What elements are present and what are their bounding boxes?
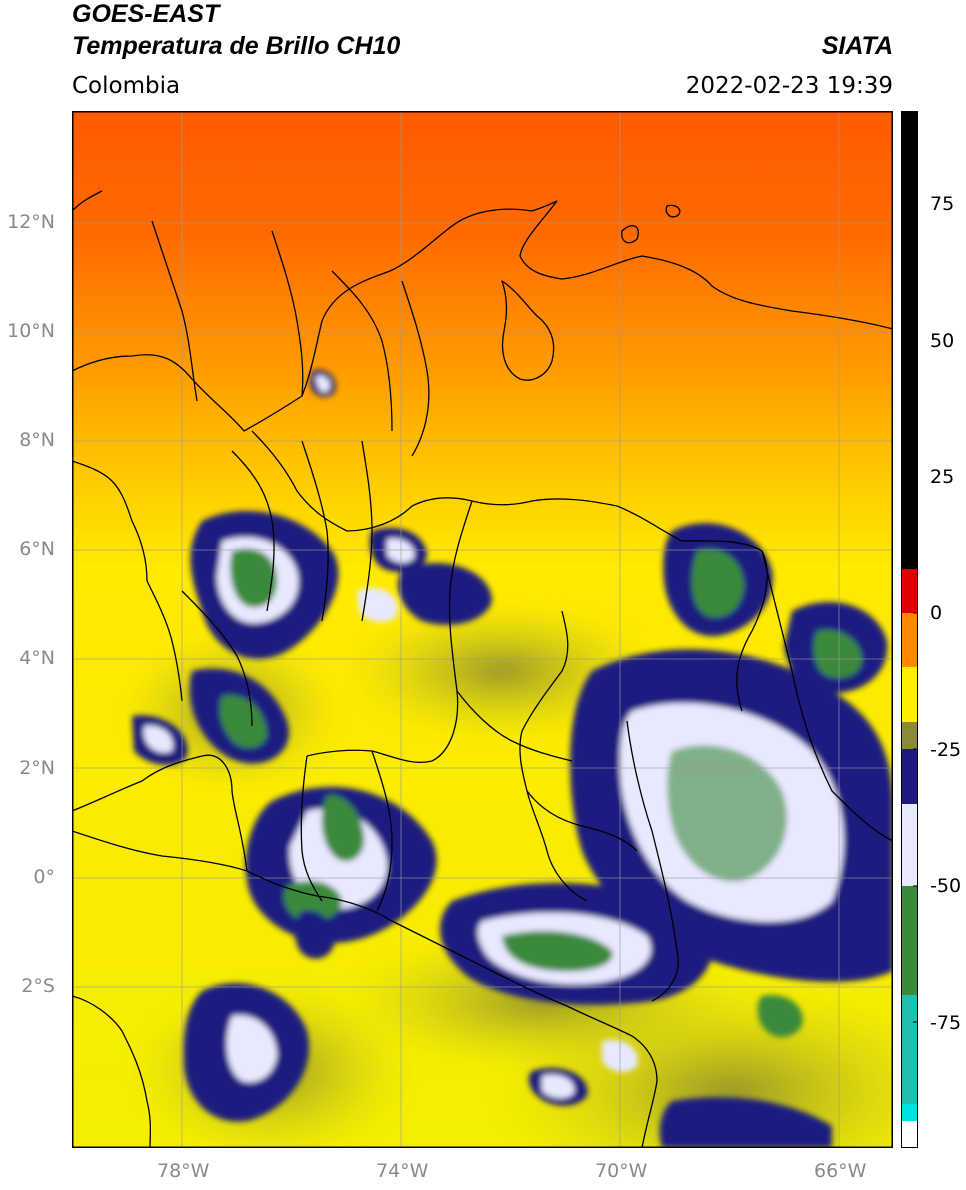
- map-frame: [72, 111, 893, 1148]
- colorbar-tick-50: 50: [930, 330, 955, 352]
- convective-clouds: [132, 369, 893, 1148]
- lat-label-0: 0°: [33, 866, 55, 888]
- colorbar-black-segment: [901, 111, 918, 569]
- colorbar: [901, 111, 918, 1148]
- colorbar-green-segment: [901, 886, 918, 995]
- colorbar-olive-segment: [901, 722, 918, 749]
- colorbar-navy-segment: [901, 749, 918, 804]
- colorbar-white-segment: [901, 804, 918, 886]
- colorbar-yellow-segment: [901, 667, 918, 722]
- colorbar-tick-minus75: -75: [930, 1012, 962, 1034]
- lon-label-70w: 70°W: [595, 1160, 648, 1182]
- lat-label-10n: 10°N: [7, 320, 55, 342]
- colorbar-tick-minus50: -50: [930, 875, 962, 897]
- brightness-temperature-map: [72, 111, 893, 1148]
- colorbar-teal-segment: [901, 995, 918, 1104]
- timestamp-label: 2022-02-23 19:39: [685, 73, 893, 99]
- colorbar-red-segment: [901, 569, 918, 613]
- colorbar-min-segment: [901, 1121, 918, 1148]
- product-title: Temperatura de Brillo CH10: [72, 32, 401, 60]
- coastlines-and-borders: [72, 190, 893, 1148]
- lat-label-6n: 6°N: [19, 538, 55, 560]
- colorbar-tick-minus25: -25: [930, 739, 962, 761]
- colorbar-tick-25: 25: [930, 466, 955, 488]
- satellite-title: GOES-EAST: [72, 0, 220, 28]
- colorbar-tick-0: 0: [930, 602, 943, 624]
- lat-label-4n: 4°N: [19, 647, 55, 669]
- lat-label-2s: 2°S: [21, 975, 55, 997]
- region-label: Colombia: [72, 73, 181, 99]
- org-label: SIATA: [821, 32, 893, 60]
- colorbar-cyan-segment: [901, 1104, 918, 1121]
- lat-label-2n: 2°N: [19, 757, 55, 779]
- lon-label-78w: 78°W: [157, 1160, 210, 1182]
- lon-label-74w: 74°W: [376, 1160, 429, 1182]
- colorbar-tick-75: 75: [930, 193, 955, 215]
- colorbar-orange-segment: [901, 613, 918, 667]
- lat-label-8n: 8°N: [19, 429, 55, 451]
- lat-label-12n: 12°N: [7, 211, 55, 233]
- gridlines: [72, 111, 893, 1148]
- lon-label-66w: 66°W: [814, 1160, 867, 1182]
